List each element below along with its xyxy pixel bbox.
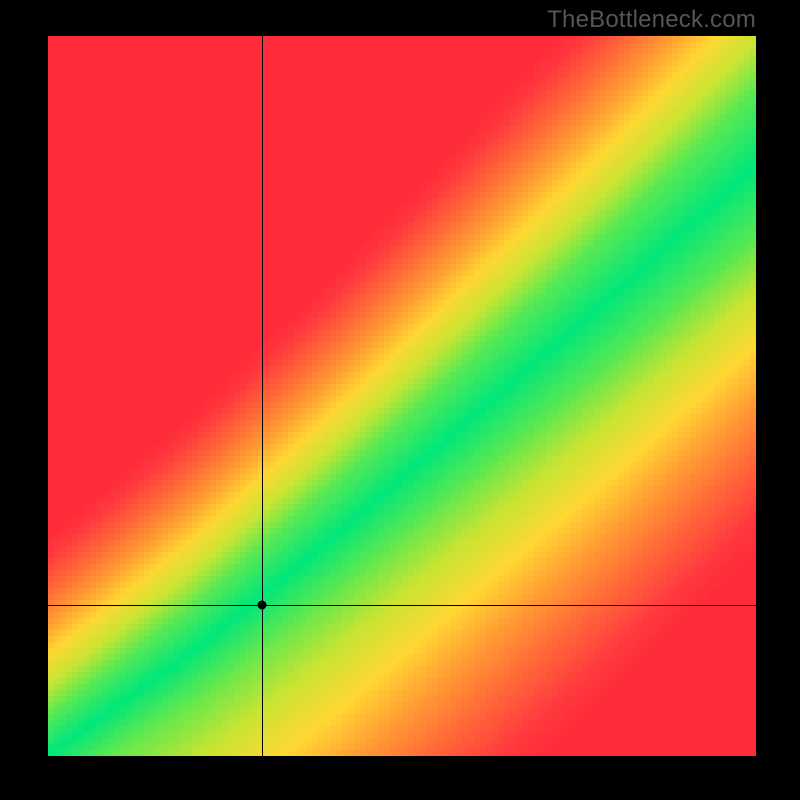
watermark-text: TheBottleneck.com bbox=[547, 6, 756, 34]
crosshair-marker-dot bbox=[257, 600, 266, 609]
bottleneck-heatmap bbox=[48, 36, 756, 756]
crosshair-horizontal-line bbox=[48, 605, 756, 606]
crosshair-vertical-line bbox=[262, 36, 263, 756]
